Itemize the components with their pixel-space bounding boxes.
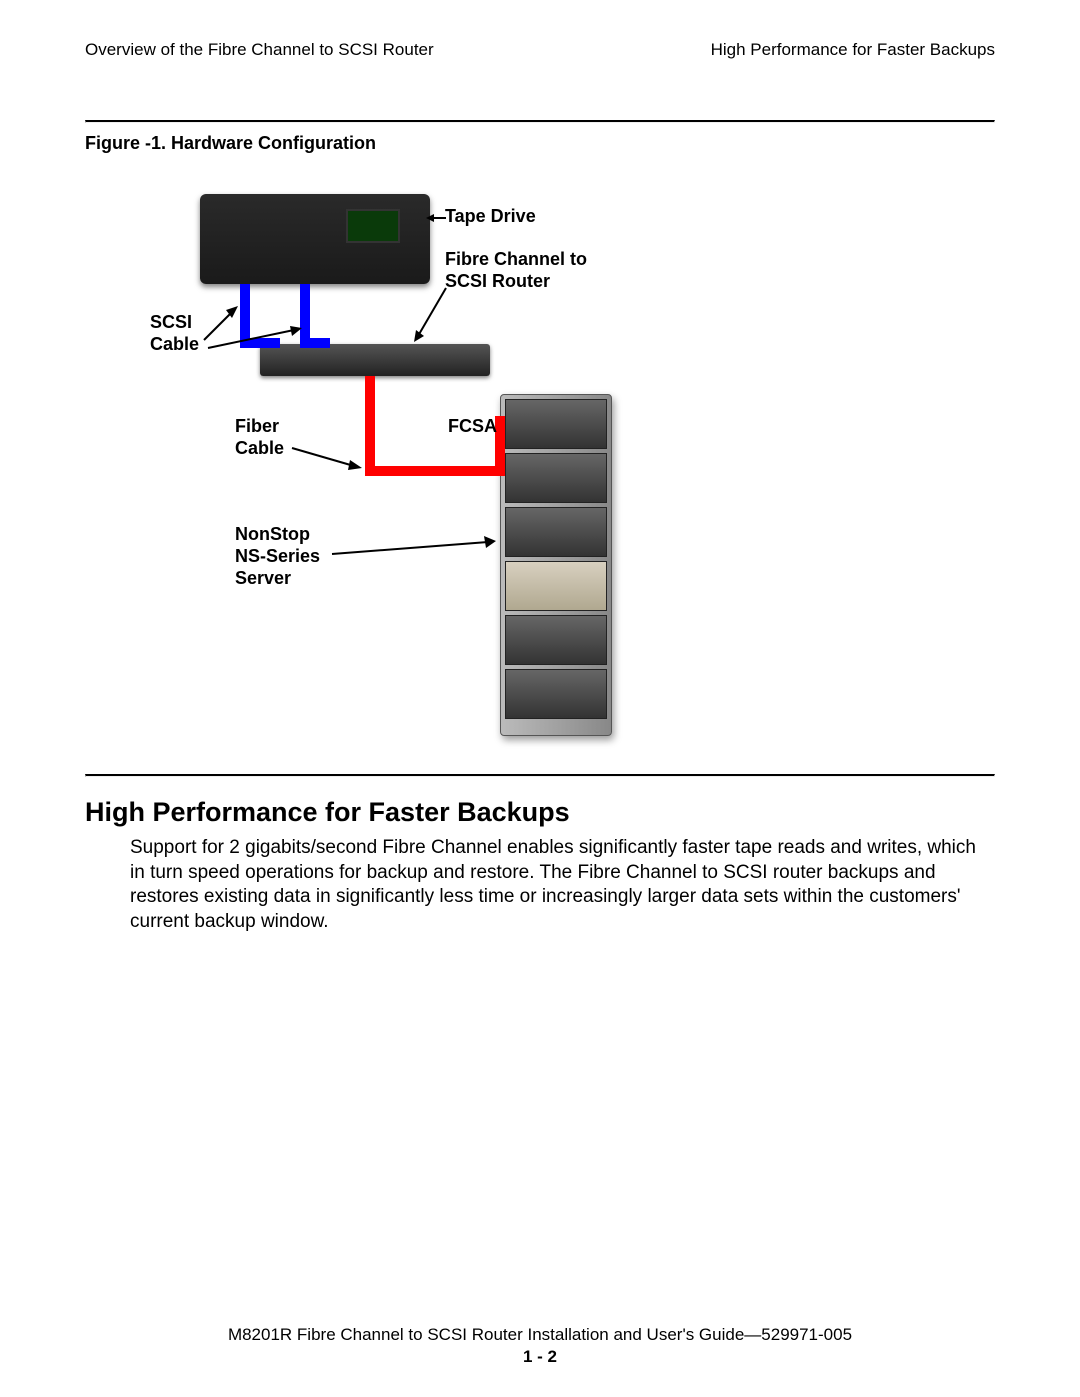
running-header: Overview of the Fibre Channel to SCSI Ro…: [85, 40, 995, 60]
tape-drive-icon: [200, 194, 430, 284]
arrow-icon: [330, 536, 500, 566]
fiber-cable-seg: [365, 376, 375, 476]
top-rule: [85, 120, 995, 123]
arrow-icon: [426, 212, 446, 224]
fiber-label-1: Fiber: [235, 416, 279, 438]
server-label-3: Server: [235, 568, 291, 590]
fiber-cable-seg: [365, 466, 505, 476]
arrow-icon: [410, 284, 450, 344]
section-heading: High Performance for Faster Backups: [85, 797, 995, 828]
footer-line: M8201R Fibre Channel to SCSI Router Inst…: [0, 1325, 1080, 1345]
hardware-diagram: Tape Drive Fibre Channel to SCSI Router …: [150, 184, 710, 774]
router-label-1: Fibre Channel to: [445, 249, 587, 271]
footer-page-number: 1 - 2: [0, 1347, 1080, 1367]
tape-drive-label: Tape Drive: [445, 206, 536, 228]
server-label-1: NonStop: [235, 524, 310, 546]
scsi-label-2: Cable: [150, 334, 199, 356]
arrow-icon: [206, 324, 306, 354]
header-right: High Performance for Faster Backups: [711, 40, 995, 60]
page-footer: M8201R Fibre Channel to SCSI Router Inst…: [0, 1325, 1080, 1367]
page: Overview of the Fibre Channel to SCSI Ro…: [0, 0, 1080, 1397]
server-rack-icon: [500, 394, 612, 736]
figure-caption: Figure -1. Hardware Configuration: [85, 133, 995, 154]
mid-rule: [85, 774, 995, 777]
section-body: Support for 2 gigabits/second Fibre Chan…: [130, 836, 995, 935]
fcsa-label: FCSA: [448, 416, 497, 438]
server-label-2: NS-Series: [235, 546, 320, 568]
fiber-label-2: Cable: [235, 438, 284, 460]
scsi-label-1: SCSI: [150, 312, 192, 334]
header-left: Overview of the Fibre Channel to SCSI Ro…: [85, 40, 434, 60]
router-label-2: SCSI Router: [445, 271, 550, 293]
arrow-icon: [290, 442, 366, 472]
